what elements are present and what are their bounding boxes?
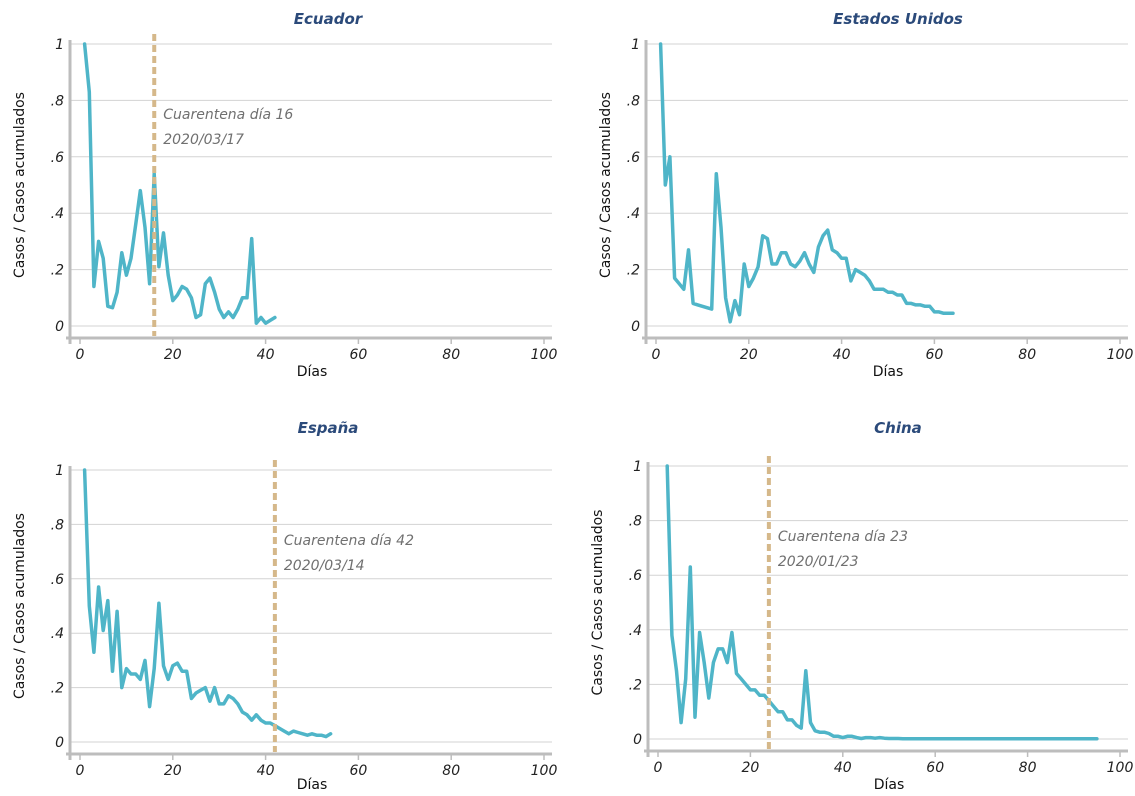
panel-3-ytick-label: .2 bbox=[51, 681, 64, 697]
panel-3-ytick-label: .4 bbox=[51, 626, 64, 642]
panel-4-quarantine-date: 2020/01/23 bbox=[778, 554, 859, 570]
panel-1-x-axis-label: Días bbox=[297, 364, 328, 380]
panel-2-ytick-label: .2 bbox=[627, 263, 640, 279]
panel-1-xtick-label: 20 bbox=[164, 347, 182, 363]
panel-4-xtick-label: 100 bbox=[1107, 760, 1134, 776]
panel-1-xtick-label: 60 bbox=[349, 347, 367, 363]
panel-1-xtick-label: 0 bbox=[76, 347, 85, 363]
panel-3-ytick-label: 1 bbox=[55, 463, 64, 479]
panel-2-y-axis-label: Casos / Casos acumulados bbox=[598, 92, 614, 278]
panel-1-ytick-label: 0 bbox=[55, 319, 64, 335]
panel-1-quarantine-date: 2020/03/17 bbox=[163, 132, 244, 148]
panel-1-y-axis-label: Casos / Casos acumulados bbox=[12, 92, 28, 278]
panel-4-ytick-label: .6 bbox=[629, 568, 642, 584]
panel-2-title: Estados Unidos bbox=[833, 10, 963, 28]
panel-4-xtick-label: 60 bbox=[926, 760, 944, 776]
panel-3-xtick-label: 60 bbox=[349, 763, 367, 779]
panel-1-ytick-label: .4 bbox=[51, 206, 64, 222]
panel-4-ytick-label: 1 bbox=[633, 459, 642, 475]
panel-3-series-line bbox=[82, 468, 333, 739]
panel-2-xtick-label: 40 bbox=[833, 347, 851, 363]
panel-4-xtick-label: 40 bbox=[834, 760, 852, 776]
panel-2-ytick-label: 1 bbox=[631, 37, 640, 53]
panel-4-ytick-label: .4 bbox=[629, 623, 642, 639]
panel-4-y-axis-label: Casos / Casos acumulados bbox=[590, 510, 606, 696]
panel-1-ytick-label: .6 bbox=[51, 150, 64, 166]
panel-1-xtick-label: 80 bbox=[442, 347, 460, 363]
panel-4-ytick-label: .8 bbox=[629, 514, 642, 530]
panel-2-series-line bbox=[658, 42, 955, 324]
panel-4-series-line bbox=[665, 464, 1099, 741]
panel-2-xtick-label: 100 bbox=[1107, 347, 1134, 363]
panel-4-xtick-label: 80 bbox=[1019, 760, 1037, 776]
panel-2-xtick-label: 0 bbox=[652, 347, 661, 363]
panel-3-xtick-label: 0 bbox=[76, 763, 85, 779]
panel-1-quarantine-label: Cuarentena día 16 bbox=[163, 107, 293, 123]
panel-2-xtick-label: 20 bbox=[740, 347, 758, 363]
panel-1-ytick-label: .8 bbox=[51, 93, 64, 109]
panel-3-y-axis-label: Casos / Casos acumulados bbox=[12, 513, 28, 699]
panel-2-x-axis-label: Días bbox=[873, 364, 904, 380]
panel-4-ytick-label: 0 bbox=[633, 732, 642, 748]
panel-4-xtick-label: 0 bbox=[654, 760, 663, 776]
panel-3-quarantine-label: Cuarentena día 42 bbox=[284, 533, 414, 549]
panel-4-title: China bbox=[874, 419, 922, 437]
panel-3-xtick-label: 100 bbox=[531, 763, 558, 779]
panel-3-quarantine-date: 2020/03/14 bbox=[284, 558, 365, 574]
panel-3-xtick-label: 80 bbox=[442, 763, 460, 779]
panel-3-xtick-label: 40 bbox=[257, 763, 275, 779]
panel-4-ytick-label: .2 bbox=[629, 677, 642, 693]
panel-1-xtick-label: 100 bbox=[531, 347, 558, 363]
panel-1-title: Ecuador bbox=[294, 10, 364, 28]
panel-3-x-axis-label: Días bbox=[297, 777, 328, 793]
panel-4-x-axis-label: Días bbox=[874, 777, 905, 793]
panel-4-quarantine-label: Cuarentena día 23 bbox=[778, 529, 908, 545]
panel-2-ytick-label: .8 bbox=[627, 93, 640, 109]
panel-3-xtick-label: 20 bbox=[164, 763, 182, 779]
panel-2-ytick-label: .6 bbox=[627, 150, 640, 166]
panel-2-xtick-label: 60 bbox=[925, 347, 943, 363]
panel-2-ytick-label: .4 bbox=[627, 206, 640, 222]
panel-1-xtick-label: 40 bbox=[257, 347, 275, 363]
panel-2-xtick-label: 80 bbox=[1018, 347, 1036, 363]
panel-3-ytick-label: .6 bbox=[51, 572, 64, 588]
panel-1-ytick-label: .2 bbox=[51, 263, 64, 279]
panel-3-title: España bbox=[298, 419, 359, 437]
panel-3-ytick-label: .8 bbox=[51, 517, 64, 533]
panel-4-xtick-label: 20 bbox=[741, 760, 759, 776]
panel-3-ytick-label: 0 bbox=[55, 735, 64, 751]
panel-1-series-line bbox=[82, 42, 277, 325]
panel-2-ytick-label: 0 bbox=[631, 319, 640, 335]
panel-1-ytick-label: 1 bbox=[55, 37, 64, 53]
